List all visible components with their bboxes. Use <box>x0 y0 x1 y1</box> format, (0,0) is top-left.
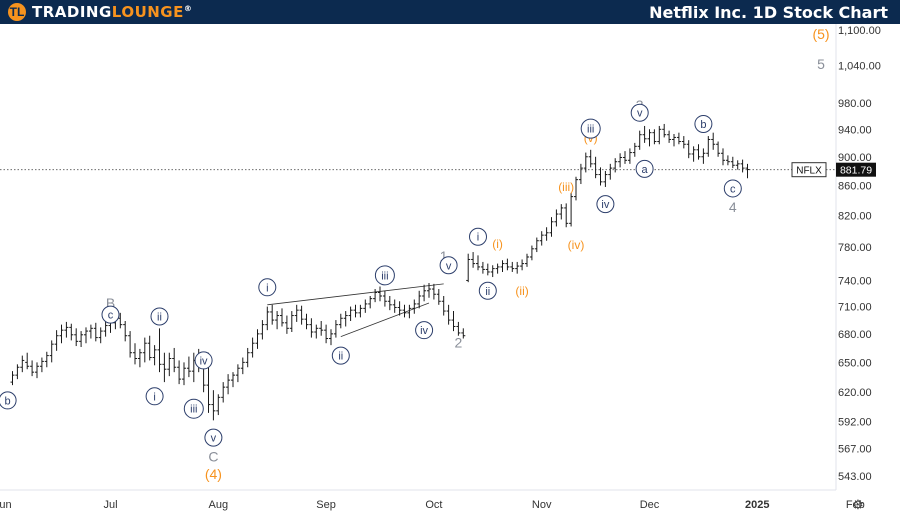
wave-label: v <box>211 433 217 445</box>
wave-label: iv <box>200 355 208 367</box>
logo-trademark: ® <box>183 4 193 13</box>
wave-label: c <box>108 310 114 322</box>
wave-label-gray: 1 <box>440 248 448 264</box>
wave-label: v <box>637 108 643 120</box>
time-tick-label: Oct <box>425 499 442 511</box>
logo-text-part2: LOUNGE <box>111 3 184 21</box>
wave-label-orange: (iv) <box>568 238 585 252</box>
wave-label: c <box>730 183 736 195</box>
price-tick-label: 620.00 <box>838 387 872 399</box>
wave-label: ii <box>485 286 490 298</box>
price-tick-label: 710.00 <box>838 302 872 314</box>
price-tick-label: 780.00 <box>838 242 872 254</box>
wave-label-circle <box>183 398 204 419</box>
wave-label: i <box>153 391 155 403</box>
wave-label-orange: (iii) <box>558 180 574 194</box>
wave-label-gray: B <box>106 295 115 311</box>
time-tick-label: Jun <box>0 499 12 511</box>
wave-label-circle <box>374 265 395 286</box>
wave-label-circle <box>439 256 458 275</box>
price-tick-label: 820.00 <box>838 211 872 223</box>
price-tick-label: 592.00 <box>838 416 872 428</box>
wave-label-gray: C <box>208 449 218 465</box>
wave-label-circle <box>101 305 120 324</box>
wave-label: b <box>5 395 11 407</box>
chart-header: TL TRADINGLOUNGE® Netflix Inc. 1D Stock … <box>0 0 900 24</box>
wave-label: a <box>642 164 649 176</box>
symbol-tag <box>791 162 827 178</box>
wave-label-circle <box>469 227 487 246</box>
price-tick-label: 940.00 <box>838 124 872 136</box>
price-chart[interactable]: 1,100.00 1,040.00 980.00 940.00 900.00 860.00… <box>0 24 900 522</box>
logo-mark-icon: TL <box>8 3 26 21</box>
price-tick-label: 567.00 <box>838 444 872 456</box>
wave-label-circle <box>0 391 17 410</box>
time-tick-label: Aug <box>209 499 229 511</box>
price-tick-label: 543.00 <box>838 471 872 483</box>
wave-label-circle <box>150 307 169 326</box>
wave-label-orange: (ii) <box>515 284 528 298</box>
price-tick-label: 900.00 <box>838 152 872 164</box>
wave-label-circle <box>194 351 213 370</box>
price-tick-label: 740.00 <box>838 275 872 287</box>
wave-label-gray: 5 <box>817 56 825 72</box>
wave-label-circle <box>204 428 223 447</box>
price-tick-label: 650.00 <box>838 357 872 369</box>
symbol-tag-label: NFLX <box>796 166 822 177</box>
price-tick-label: 860.00 <box>838 180 872 192</box>
time-tick-label: Sep <box>316 499 336 511</box>
last-price-label: 881.79 <box>840 165 872 177</box>
wave-label-gray: 4 <box>729 199 737 215</box>
wave-label-circle <box>580 118 601 139</box>
wave-label: b <box>700 119 706 131</box>
last-price-tag <box>836 162 876 177</box>
wave-label: i <box>266 282 268 294</box>
wave-label-circle <box>145 387 164 406</box>
price-tick-label: 680.00 <box>838 329 872 341</box>
tradinglounge-logo[interactable]: TL TRADINGLOUNGE® <box>8 2 192 22</box>
wave-label: i <box>477 232 479 244</box>
wave-label-circle <box>630 103 649 122</box>
chart-title: Netflix Inc. 1D Stock Chart <box>649 3 888 22</box>
price-tick-label: 1,040.00 <box>838 60 881 72</box>
trendline[interactable] <box>267 283 444 306</box>
chart-area[interactable]: 1,100.00 1,040.00 980.00 940.00 900.00 860.00… <box>0 24 900 522</box>
wave-label: v <box>446 260 452 272</box>
wave-label-gray: 2 <box>455 334 463 350</box>
logo-text: TRADINGLOUNGE® <box>32 3 192 21</box>
wave-label-orange: (5) <box>812 26 829 42</box>
wave-label: iii <box>190 404 197 416</box>
time-tick-label: Dec <box>640 499 660 511</box>
wave-label-circle <box>694 114 713 133</box>
time-tick-label: Nov <box>532 499 552 511</box>
wave-label-circle <box>596 195 615 214</box>
wave-label: iv <box>420 325 428 337</box>
settings-gear-icon[interactable]: ⚙ <box>852 497 864 512</box>
wave-label-circle <box>258 278 277 297</box>
wave-label: iv <box>601 199 609 211</box>
wave-label: iii <box>381 270 388 282</box>
wave-label: iii <box>587 124 594 136</box>
wave-label: ii <box>157 311 162 323</box>
time-tick-label: Feb <box>846 499 865 511</box>
wave-label-circle <box>331 346 350 365</box>
logo-text-part1: TRADING <box>32 3 112 21</box>
time-tick-label: 2025 <box>745 499 769 511</box>
wave-label-circle <box>478 281 497 300</box>
price-tick-label: 980.00 <box>838 98 872 110</box>
wave-label: ii <box>338 351 343 363</box>
price-tick-label: 1,100.00 <box>838 25 881 37</box>
wave-label-orange: (4) <box>205 466 222 482</box>
time-tick-label: Jul <box>103 499 117 511</box>
wave-label-circle <box>415 321 434 340</box>
wave-label-orange: (i) <box>492 237 503 251</box>
wave-label-circle <box>635 159 654 178</box>
wave-label-circle <box>723 179 742 198</box>
